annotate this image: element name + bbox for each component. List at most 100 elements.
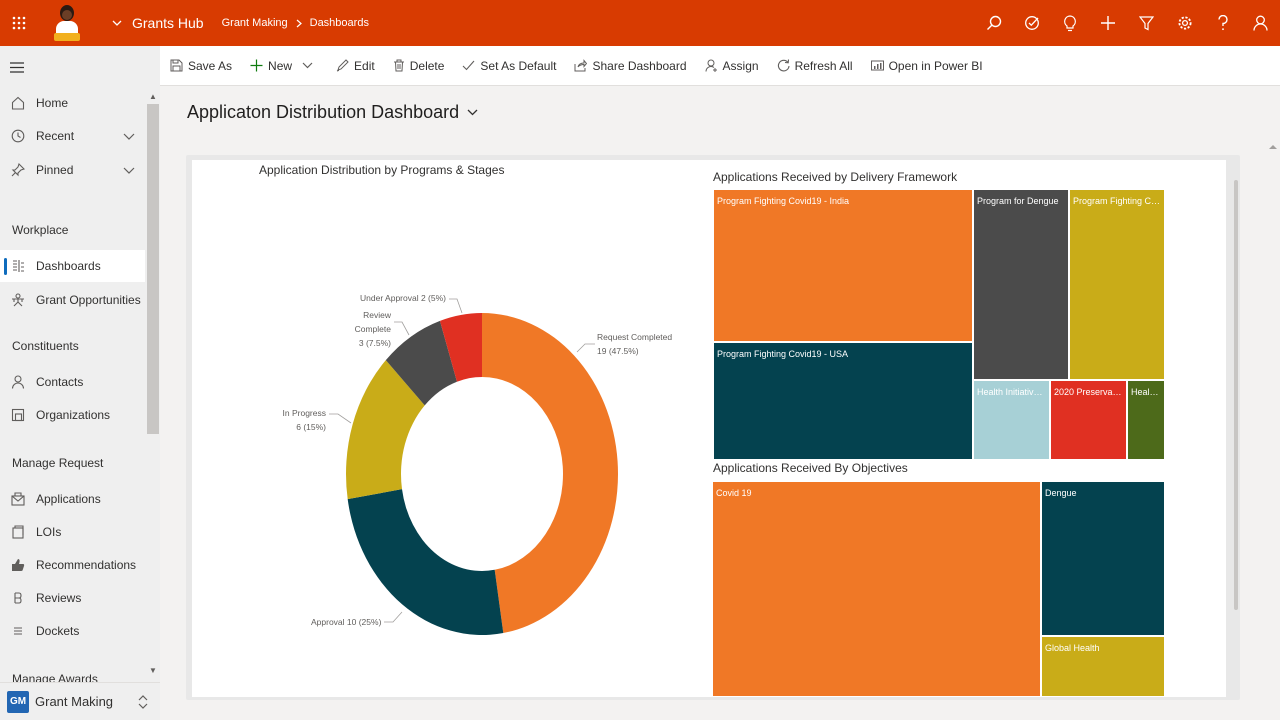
leader-line-review-complete xyxy=(394,321,410,336)
loi-icon xyxy=(12,525,24,539)
new-dashboard-button[interactable]: New xyxy=(250,59,318,73)
plus-icon xyxy=(250,59,263,72)
help-icon xyxy=(1218,15,1228,31)
help-button[interactable] xyxy=(1204,0,1242,46)
sidebar-item-dashboards[interactable]: Dashboards xyxy=(0,250,145,282)
powerbi-icon xyxy=(870,60,884,70)
sidebar-item-label: Contacts xyxy=(36,375,84,389)
donut-slice-in-progress[interactable] xyxy=(346,360,425,500)
donut-slice-review-complete[interactable] xyxy=(385,320,457,406)
treemap-cell-health-initiatives[interactable]: Health Initiatives... xyxy=(973,380,1050,460)
sidebar-scrollbar-thumb[interactable] xyxy=(147,104,159,434)
sidebar-item-applications[interactable]: Applications xyxy=(0,483,145,515)
sidebar-item-label: Grant Opportunities xyxy=(36,293,141,307)
app-title[interactable]: Grants Hub xyxy=(132,15,204,31)
treemap-cell-covid-19[interactable]: Covid 19 xyxy=(712,481,1041,697)
clock-icon xyxy=(11,129,25,143)
sidebar-item-recommendations[interactable]: Recommendations xyxy=(0,549,145,581)
edit-button[interactable]: Edit xyxy=(336,59,375,73)
app-switcher-chevron[interactable] xyxy=(102,20,132,26)
new-label: New xyxy=(268,58,293,73)
treemap-objectives-title: Applications Received By Objectives xyxy=(713,461,908,475)
pencil-icon xyxy=(336,59,349,72)
sidebar-item-grant-opportunities[interactable]: Grant Opportunities xyxy=(0,284,145,316)
sidebar-item-home[interactable]: Home xyxy=(0,87,145,119)
donut-slice-approval[interactable] xyxy=(347,489,504,635)
donut-label-request-completed: Request Completed 19 (47.5%) xyxy=(597,332,673,356)
sidebar-item-organizations[interactable]: Organizations xyxy=(0,399,145,431)
save-as-button[interactable]: Save As xyxy=(170,59,232,73)
donut-slice-request-completed[interactable] xyxy=(482,313,618,634)
sidebar-scroll-down[interactable]: ▼ xyxy=(149,666,157,675)
sitemap-sidebar: Home Recent Pinned Workplace Dashboards … xyxy=(0,46,160,720)
leader-line-under-approval xyxy=(449,298,463,314)
donut-slice-under-approval[interactable] xyxy=(439,313,482,382)
treemap-cell-covid-india[interactable]: Program Fighting Covid19 - India xyxy=(713,189,973,342)
set-as-default-button[interactable]: Set As Default xyxy=(462,59,556,73)
breadcrumb-page[interactable]: Dashboards xyxy=(309,17,369,29)
task-button[interactable] xyxy=(1013,0,1051,46)
delete-label: Delete xyxy=(409,58,445,73)
donut-label-approval: Approval 10 (25%) xyxy=(311,617,382,627)
treemap-cell-covid-usa[interactable]: Program Fighting Covid19 - USA xyxy=(713,342,973,460)
treemap-cell-dengue-program[interactable]: Program for Dengue xyxy=(973,189,1069,380)
share-dashboard-button[interactable]: Share Dashboard xyxy=(574,59,687,73)
command-bar: Save As New Edit Delete Set As Default S… xyxy=(160,46,1280,86)
save-as-label: Save As xyxy=(188,58,233,73)
sidebar-item-dockets[interactable]: Dockets xyxy=(0,615,145,647)
chevron-up-down-icon xyxy=(138,694,148,709)
treemap-cell-health[interactable]: Health... xyxy=(1127,380,1165,460)
organization-icon xyxy=(11,408,25,422)
treemap-cell-program-fighting-co[interactable]: Program Fighting Co... xyxy=(1069,189,1165,380)
area-switcher[interactable]: GM Grant Making xyxy=(0,682,160,720)
refresh-all-button[interactable]: Refresh All xyxy=(777,59,853,73)
new-button[interactable] xyxy=(1089,0,1127,46)
sidebar-item-label: LOIs xyxy=(36,525,62,539)
sidebar-item-lois[interactable]: LOIs xyxy=(0,516,145,548)
sidebar-scroll-up[interactable]: ▲ xyxy=(149,92,157,101)
treemap-cell-2020-preservation[interactable]: 2020 Preservatio... xyxy=(1050,380,1127,460)
collapse-nav-button[interactable] xyxy=(10,60,24,78)
user-profile-button[interactable] xyxy=(1242,0,1280,46)
panel-scrollbar[interactable] xyxy=(1234,180,1238,610)
breadcrumb: Grant Making Dashboards xyxy=(222,17,369,29)
ideas-button[interactable] xyxy=(1051,0,1089,46)
check-icon xyxy=(463,60,475,71)
pin-icon xyxy=(11,163,25,177)
sidebar-item-label: Dockets xyxy=(36,624,80,638)
sidebar-item-contacts[interactable]: Contacts xyxy=(0,366,145,398)
app-header: Grants Hub Grant Making Dashboards xyxy=(0,0,1280,46)
chevron-down-icon[interactable] xyxy=(123,167,135,174)
dashboard-icon xyxy=(13,260,24,272)
settings-button[interactable] xyxy=(1165,0,1203,46)
filter-icon xyxy=(1138,15,1154,30)
chevron-down-icon[interactable] xyxy=(123,133,135,140)
assign-button[interactable]: Assign xyxy=(705,59,759,73)
area-badge: GM xyxy=(7,690,29,713)
sidebar-item-pinned[interactable]: Pinned xyxy=(0,154,145,186)
sidebar-item-reviews[interactable]: Reviews xyxy=(0,582,145,614)
gear-icon xyxy=(1178,16,1192,30)
person-icon xyxy=(11,375,25,389)
donut-chart[interactable] xyxy=(340,306,624,642)
delete-button[interactable]: Delete xyxy=(393,58,445,73)
page-scrollbar[interactable] xyxy=(1266,140,1280,720)
search-button[interactable] xyxy=(975,0,1013,46)
waffle-icon xyxy=(12,16,26,30)
docket-icon xyxy=(14,627,22,635)
treemap-cell-global-health[interactable]: Global Health xyxy=(1041,636,1165,697)
save-as-icon xyxy=(170,59,183,72)
sidebar-item-recent[interactable]: Recent xyxy=(0,120,145,152)
chevron-down-icon xyxy=(112,20,122,26)
filter-button[interactable] xyxy=(1127,0,1165,46)
breadcrumb-area[interactable]: Grant Making xyxy=(221,17,288,29)
app-launcher-button[interactable] xyxy=(0,0,38,46)
leader-line-in-progress xyxy=(329,413,352,424)
lightbulb-icon xyxy=(1064,14,1076,31)
chevron-down-icon[interactable] xyxy=(302,62,313,69)
dashboard-selector[interactable]: Applicaton Distribution Dashboard xyxy=(187,102,478,123)
open-in-power-bi-label: Open in Power BI xyxy=(888,58,983,73)
open-in-power-bi-button[interactable]: Open in Power BI xyxy=(870,58,983,73)
donut-label-under-approval: Under Approval 2 (5%) xyxy=(360,293,446,303)
treemap-cell-dengue[interactable]: Dengue xyxy=(1041,481,1165,636)
